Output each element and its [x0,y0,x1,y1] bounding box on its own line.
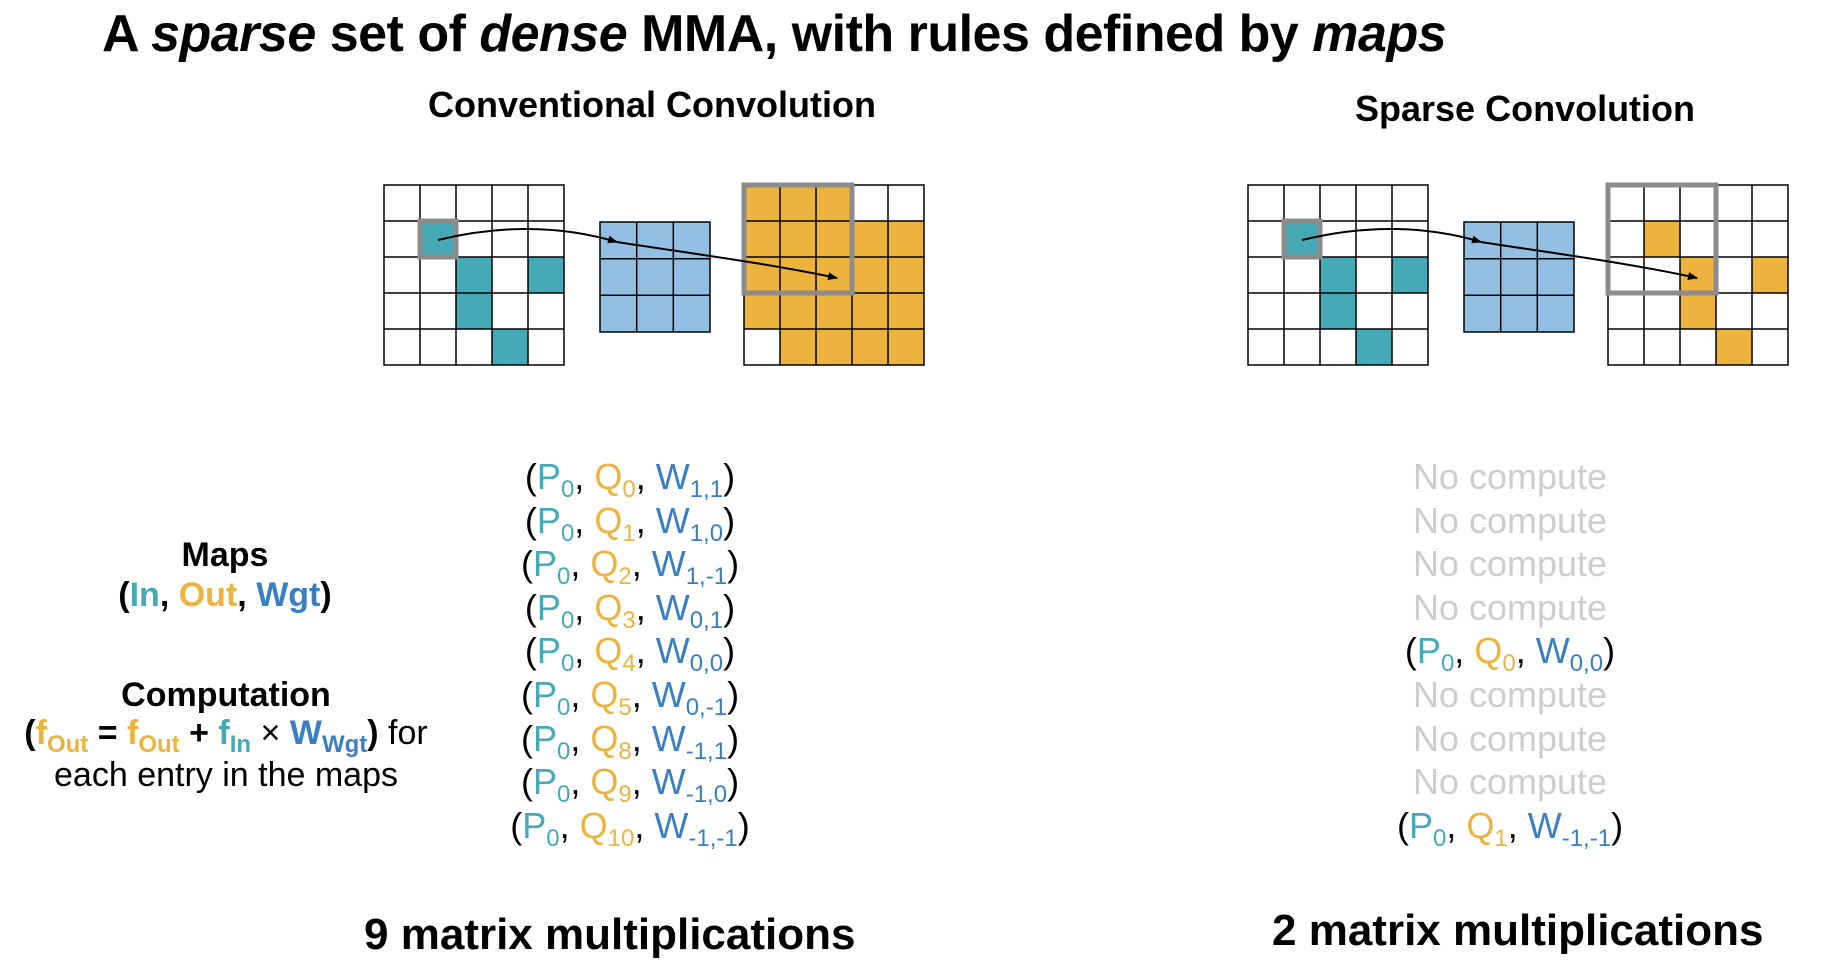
sparse-arrow-to-kernel [1301,228,1482,244]
no-compute-entry: No compute [1412,456,1608,497]
conventional-output-grid [741,182,925,366]
input-point-highlight [417,218,459,260]
sparse-input-point-highlight [1281,218,1323,260]
conventional-input-grid [383,184,565,366]
map-entry: (P0, Q0, W1,1) [524,456,736,503]
map-entry: (P0, Q9, W-1,0) [520,761,740,809]
no-compute-entry: No compute [1412,586,1608,628]
no-compute-entry: No compute [1412,499,1608,541]
map-entry: (P0, Q1, W1,0) [524,499,736,547]
conventional-arrow-to-output [616,241,838,281]
map-entry: (P0, Q10, W-1,-1) [510,804,750,852]
map-entry: (P0, Q1, W-1,-1) [1396,804,1624,852]
map-entry: (P0, Q2, W1,-1) [520,543,740,591]
conventional-arrow-to-kernel [437,228,618,244]
sparse-convolution-title: Sparse Convolution [1355,88,1696,129]
sparse-input-grid [1247,184,1429,366]
no-compute-entry: No compute [1412,761,1608,803]
map-entry: (P0, Q3, W0,1) [524,586,736,634]
map-entry: (P0, Q8, W-1,1) [520,717,740,765]
map-entry: (P0, Q0, W0,0) [1404,630,1616,678]
sparse-arrow-to-output [1480,241,1698,280]
maps-heading: Maps [181,536,269,574]
sparse-output-window-highlight [1605,182,1719,296]
no-compute-entry: No compute [1412,717,1608,759]
conventional-convolution-title: Conventional Convolution [428,84,876,125]
conventional-mma-count: 9 matrix multiplications [364,910,856,959]
computation-note: each entry in the maps [54,756,398,794]
computation-legend: Computation (fOut = fOut + fIn × WWgt) f… [0,676,452,794]
no-compute-entry: No compute [1412,543,1608,585]
sparse-map-entries: No compute No compute No compute No comp… [1310,455,1710,852]
conventional-map-entries: (P0, Q0, W1,1) (P0, Q1, W1,0) (P0, Q2, W… [430,455,830,852]
conventional-kernel-grid [599,221,711,333]
maps-tuple: (In, Out, Wgt) [118,576,332,614]
map-entry: (P0, Q5, W0,-1) [520,673,740,721]
map-entry: (P0, Q4, W0,0) [524,630,736,678]
computation-heading: Computation [121,676,331,714]
slide-title: A sparse set of dense MMA, with rules de… [102,5,1447,63]
maps-legend: Maps (In, Out, Wgt) [70,535,380,615]
no-compute-entry: No compute [1412,673,1608,715]
sparse-mma-count: 2 matrix multiplications [1272,906,1764,955]
computation-formula: (fOut = fOut + fIn × WWgt) for [24,714,428,758]
sparse-output-grid [1605,182,1789,366]
output-window-highlight [741,182,855,296]
sparse-kernel-grid [1463,221,1575,333]
